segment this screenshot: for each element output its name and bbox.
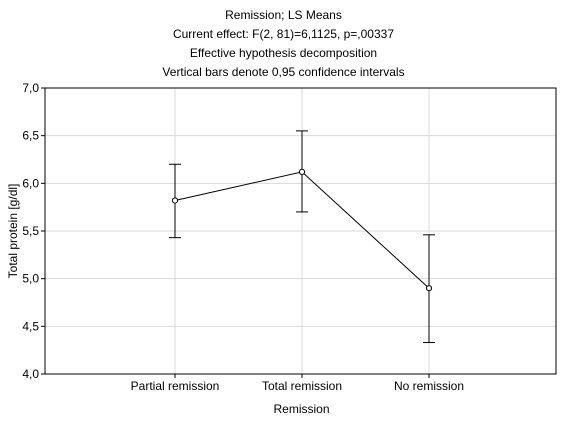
x-axis-label: Remission bbox=[273, 402, 329, 416]
label-layer: Remission Total protein [g/dl] bbox=[6, 184, 330, 416]
chart-title: Remission; LS Means bbox=[225, 8, 342, 22]
mean-point bbox=[298, 168, 306, 175]
series-layer bbox=[169, 130, 435, 344]
y-tick-label: 6,5 bbox=[22, 129, 39, 143]
y-tick-label: 7,0 bbox=[22, 81, 39, 95]
chart-subtitle-decomposition: Effective hypothesis decomposition bbox=[189, 46, 378, 60]
x-tick-label: Partial remission bbox=[131, 379, 220, 393]
y-tick-label: 5,5 bbox=[22, 224, 39, 238]
chart-subtitle-effect: Current effect: F(2, 81)=6,1125, p=,0033… bbox=[172, 27, 395, 41]
chart-title-block: Remission; LS Means Current effect: F(2,… bbox=[0, 6, 567, 82]
y-axis-label: Total protein [g/dl] bbox=[6, 184, 20, 279]
chart-subtitle-confidence: Vertical bars denote 0,95 confidence int… bbox=[162, 65, 405, 79]
y-tick-label: 5,0 bbox=[22, 272, 39, 286]
x-tick-label: Total remission bbox=[262, 379, 342, 393]
y-tick-label: 6,0 bbox=[22, 176, 39, 190]
tick-layer: 4,0 4,5 5,0 5,5 6,0 6,5 7,0 Partial remission To… bbox=[22, 81, 464, 393]
y-tick-label: 4,0 bbox=[22, 367, 39, 381]
mean-point bbox=[425, 285, 433, 292]
mean-point bbox=[171, 197, 179, 204]
y-tick-label: 4,5 bbox=[22, 319, 39, 333]
x-tick-label: No remission bbox=[394, 379, 464, 393]
